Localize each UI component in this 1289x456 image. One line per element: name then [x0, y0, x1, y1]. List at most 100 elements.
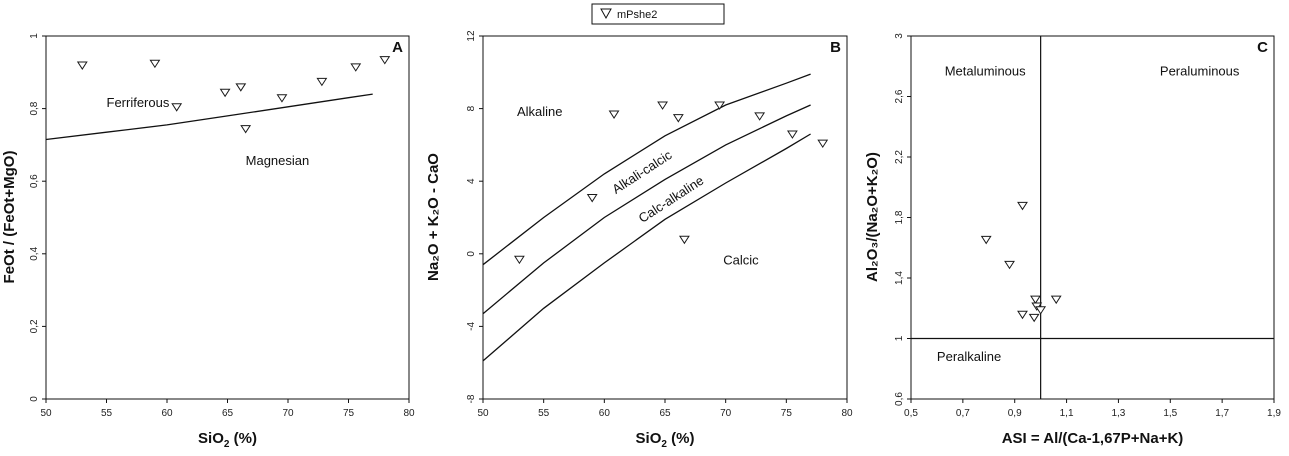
- panel-letter: A: [392, 39, 403, 56]
- data-point: [586, 194, 598, 203]
- data-point: [149, 59, 161, 69]
- x-tick-label: 55: [538, 408, 550, 419]
- curve-label: Alkali-calcic: [609, 147, 675, 197]
- x-tick-label: 50: [40, 408, 52, 419]
- y-tick-label: 0,8: [29, 101, 40, 115]
- y-axis-label: Al₂O₃/(Na₂O+K₂O): [864, 152, 881, 282]
- y-tick-label: 0,6: [894, 392, 905, 406]
- x-tick-label: 60: [161, 408, 173, 419]
- y-tick-label: 3: [894, 33, 905, 39]
- y-tick-label: 0: [29, 396, 40, 402]
- x-tick-label: 70: [282, 408, 294, 419]
- data-point: [219, 88, 231, 98]
- region-label: Peraluminous: [1160, 63, 1240, 78]
- data-point: [754, 112, 766, 121]
- legend-box: [591, 3, 725, 25]
- x-tick-label: 80: [403, 408, 415, 419]
- data-point: [817, 139, 829, 149]
- data-point: [240, 125, 252, 134]
- data-point: [76, 61, 88, 70]
- data-point: [276, 94, 288, 103]
- x-tick-label: 1,5: [1163, 408, 1177, 419]
- region-label: Peralkaline: [937, 349, 1001, 364]
- y-tick-label: 4: [466, 178, 477, 184]
- data-point: [379, 56, 391, 65]
- x-tick-label: 75: [781, 408, 793, 419]
- data-point: [1050, 295, 1062, 305]
- data-point: [350, 63, 362, 72]
- data-point: [1035, 306, 1047, 315]
- x-axis-label: ASI = Al/(Ca-1,67P+Na+K): [1002, 430, 1184, 447]
- chart-panel-b: 50 55 60 65 70 75 80 -8 -4 0 4 8 12 SiO2 (%) Na₂O + K₂…: [425, 30, 853, 450]
- y-tick-label: 2,6: [894, 89, 905, 103]
- data-point: [513, 255, 525, 265]
- y-tick-label: 0,2: [29, 319, 40, 333]
- y-axis-label: FeOt / (FeOt+MgO): [1, 151, 18, 284]
- chart-panel-c: 0,5 0,7 0,9 1,1 1,3 1,5 1,7 1,9 0,6 1 1,4 1,8 2,2 2,6…: [864, 33, 1281, 447]
- y-tick-label: 0,4: [29, 246, 40, 260]
- plot-frame: [910, 35, 1275, 400]
- data-point: [316, 77, 328, 87]
- x-tick-label: 0,5: [904, 408, 918, 419]
- y-tick-label: 2,2: [894, 150, 905, 164]
- y-tick-label: 0: [466, 251, 477, 257]
- x-tick-label: 60: [599, 408, 611, 419]
- y-tick-label: -8: [466, 394, 477, 403]
- boundary-curve: [45, 93, 373, 141]
- region-label: Magnesian: [246, 153, 310, 168]
- x-tick-label: 70: [720, 408, 732, 419]
- boundary-curve: [482, 73, 811, 266]
- x-tick-label: 0,9: [1008, 408, 1022, 419]
- y-tick-label: 8: [466, 105, 477, 111]
- data-point: [980, 235, 992, 245]
- data-point: [672, 114, 684, 123]
- region-label: Metaluminous: [945, 63, 1026, 78]
- y-tick-label: 1,4: [894, 271, 905, 285]
- y-tick-label: 1,8: [894, 210, 905, 224]
- x-tick-label: 65: [222, 408, 234, 419]
- legend-label: mPshe2: [617, 9, 657, 21]
- y-tick-label: -4: [466, 322, 477, 331]
- region-label: Calcic: [723, 253, 759, 268]
- y-tick-label: 1: [894, 335, 905, 341]
- data-point: [1004, 260, 1015, 270]
- boundary-curve: [482, 104, 811, 315]
- y-tick-label: 0,6: [29, 174, 40, 188]
- legend: mPshe2: [591, 3, 725, 25]
- y-tick-label: 1: [29, 33, 40, 39]
- y-tick-label: 12: [466, 30, 477, 42]
- data-point: [678, 235, 690, 245]
- data-point: [657, 101, 668, 110]
- panel-letter: C: [1257, 39, 1268, 56]
- region-label: Alkaline: [517, 104, 563, 119]
- data-point: [1028, 313, 1040, 323]
- x-tick-label: 50: [477, 408, 489, 419]
- plot-frame: [482, 35, 848, 400]
- data-point: [786, 130, 798, 139]
- x-axis-label: SiO2 (%): [636, 430, 695, 450]
- region-label: Ferriferous: [107, 95, 170, 110]
- curve-label: Calc-alkaline: [636, 173, 707, 226]
- data-point: [1017, 310, 1028, 320]
- data-point: [608, 110, 620, 119]
- legend-marker-icon: [600, 8, 612, 20]
- boundary-curve: [482, 133, 811, 362]
- x-tick-label: 75: [343, 408, 355, 419]
- x-tick-label: 80: [841, 408, 853, 419]
- data-point: [171, 103, 183, 112]
- x-tick-label: 1,1: [1060, 408, 1074, 419]
- x-tick-label: 55: [101, 408, 113, 419]
- panel-letter: B: [830, 39, 841, 56]
- y-axis-label: Na₂O + K₂O - CaO: [425, 153, 442, 281]
- x-tick-label: 0,7: [956, 408, 970, 419]
- x-tick-label: 1,3: [1111, 408, 1125, 419]
- data-point: [714, 101, 726, 110]
- x-tick-label: 65: [659, 408, 671, 419]
- data-point: [1030, 295, 1041, 305]
- x-tick-label: 1,7: [1215, 408, 1229, 419]
- x-axis-label: SiO2 (%): [198, 430, 257, 450]
- chart-panel-a: 50 55 60 65 70 75 80 0 0,2 0,4 0,6 0,8 1 SiO2 (%) FeOt…: [1, 33, 415, 450]
- data-point: [235, 83, 247, 92]
- data-point: [1017, 201, 1028, 211]
